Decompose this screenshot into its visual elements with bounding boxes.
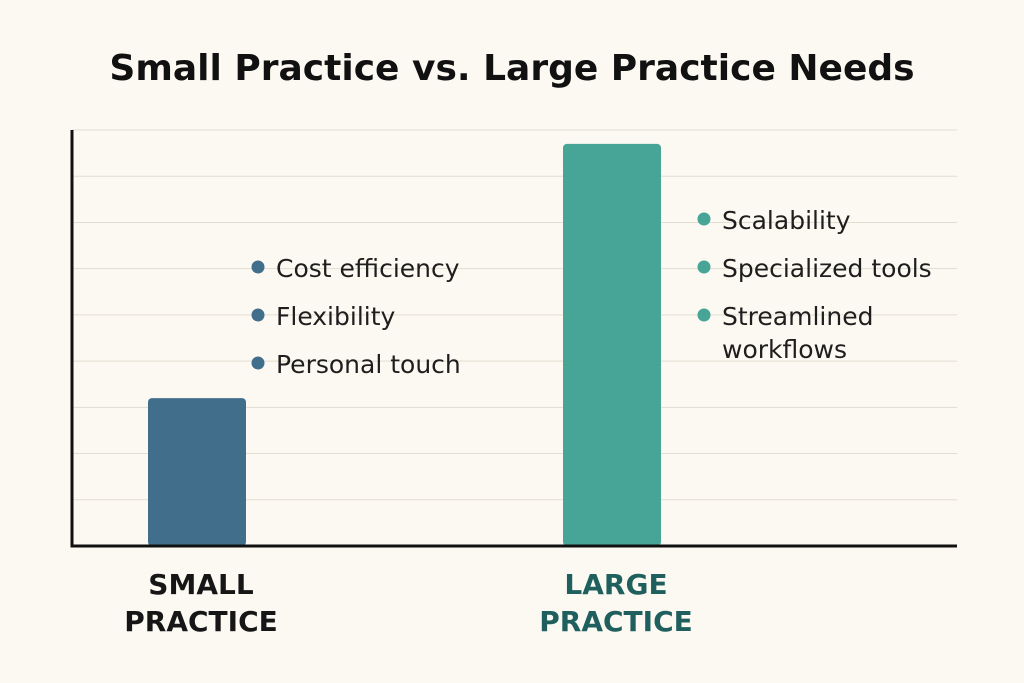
annotation-text: Specialized tools: [722, 254, 932, 283]
annotation-text: Scalability: [722, 206, 851, 235]
annotation-line: Specialized tools: [722, 254, 932, 283]
small-practice-label: SMALL PRACTICE: [124, 568, 278, 638]
annotation-line: Flexibility: [276, 302, 396, 331]
annotation-text: Personal touch: [276, 350, 461, 379]
large-practice-bar: [563, 143, 661, 546]
large-practice-label: LARGE PRACTICE: [539, 568, 693, 638]
category-label-line: LARGE: [564, 568, 667, 601]
bars: [148, 143, 661, 546]
chart-title: Small Practice vs. Large Practice Needs: [109, 48, 914, 89]
annotations: Cost efficiency Flexibility Personal touch…: [251, 206, 932, 379]
category-label-line: PRACTICE: [539, 605, 693, 638]
bullet-dot: [251, 308, 265, 322]
annotation-line: Streamlined: [722, 302, 873, 331]
annotation-line: Scalability: [722, 206, 851, 235]
bullet-dot: [697, 260, 711, 274]
bullet-dot: [251, 260, 265, 274]
annotation-line: Personal touch: [276, 350, 461, 379]
bullet-dot: [251, 356, 265, 370]
category-label-line: SMALL: [148, 568, 254, 601]
annotation-text: Streamlined workflows: [722, 302, 873, 364]
bullet-dot: [697, 308, 711, 322]
category-labels: SMALL PRACTICE LARGE PRACTICE: [124, 568, 693, 638]
bullet-dot: [697, 212, 711, 226]
annotation-text: Cost efficiency: [276, 254, 460, 283]
small-practice-bar: [148, 398, 246, 546]
annotation-line: workflows: [722, 335, 847, 364]
category-label-line: PRACTICE: [124, 605, 278, 638]
annotation-text: Flexibility: [276, 302, 396, 331]
annotation-line: Cost efficiency: [276, 254, 460, 283]
axes: [70, 130, 957, 548]
